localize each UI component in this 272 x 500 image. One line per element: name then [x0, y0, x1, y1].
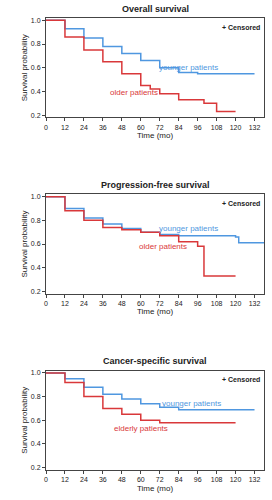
svg-text:Survival probability: Survival probability: [20, 210, 29, 277]
svg-text:0.2: 0.2: [31, 464, 41, 471]
svg-text:108: 108: [211, 300, 223, 307]
svg-text:Overall survival: Overall survival: [122, 4, 189, 14]
svg-text:0.2: 0.2: [31, 288, 41, 295]
svg-text:Time (mo): Time (mo): [137, 307, 173, 316]
svg-text:120: 120: [230, 476, 242, 483]
svg-text:+ Censored: + Censored: [222, 376, 260, 383]
svg-text:84: 84: [175, 476, 183, 483]
svg-text:Time (mo): Time (mo): [137, 131, 173, 140]
svg-text:0.8: 0.8: [31, 217, 41, 224]
svg-text:0.8: 0.8: [31, 40, 41, 47]
svg-text:72: 72: [156, 476, 164, 483]
svg-text:96: 96: [194, 124, 202, 131]
svg-text:Progression-free survival: Progression-free survival: [101, 180, 210, 190]
svg-text:elderly patients: elderly patients: [114, 424, 168, 433]
svg-text:0.2: 0.2: [31, 112, 41, 119]
svg-text:12: 12: [61, 124, 69, 131]
svg-text:36: 36: [99, 476, 107, 483]
svg-text:Time (mo): Time (mo): [137, 484, 173, 493]
svg-text:12: 12: [61, 300, 69, 307]
svg-text:12: 12: [61, 476, 69, 483]
svg-text:24: 24: [80, 124, 88, 131]
svg-text:younger patients: younger patients: [162, 399, 221, 408]
svg-text:72: 72: [156, 300, 164, 307]
svg-text:24: 24: [80, 476, 88, 483]
svg-text:48: 48: [118, 476, 126, 483]
svg-text:120: 120: [230, 124, 242, 131]
svg-text:0.4: 0.4: [31, 440, 41, 447]
svg-text:0: 0: [44, 124, 48, 131]
svg-text:0.6: 0.6: [31, 417, 41, 424]
svg-text:+ Censored: + Censored: [222, 200, 260, 207]
svg-text:84: 84: [175, 124, 183, 131]
svg-text:Survival probability: Survival probability: [20, 34, 29, 101]
svg-text:36: 36: [99, 300, 107, 307]
svg-text:36: 36: [99, 124, 107, 131]
svg-text:1.0: 1.0: [31, 369, 41, 376]
svg-text:132: 132: [249, 300, 261, 307]
svg-text:0: 0: [44, 476, 48, 483]
svg-text:48: 48: [118, 300, 126, 307]
svg-text:0: 0: [44, 300, 48, 307]
svg-text:Survival probability: Survival probability: [20, 387, 29, 454]
svg-text:Cancer-specific survival: Cancer-specific survival: [103, 356, 207, 366]
svg-text:96: 96: [194, 476, 202, 483]
svg-text:0.4: 0.4: [31, 264, 41, 271]
svg-text:120: 120: [230, 300, 242, 307]
svg-text:older patients: older patients: [139, 242, 187, 251]
svg-text:84: 84: [175, 300, 183, 307]
svg-text:0.8: 0.8: [31, 393, 41, 400]
svg-text:younger patients: younger patients: [159, 224, 218, 233]
svg-text:108: 108: [211, 476, 223, 483]
svg-text:132: 132: [249, 476, 261, 483]
svg-text:1.0: 1.0: [31, 193, 41, 200]
svg-text:60: 60: [137, 124, 145, 131]
svg-text:younger patients: younger patients: [159, 63, 218, 72]
svg-text:60: 60: [137, 476, 145, 483]
svg-text:0.6: 0.6: [31, 240, 41, 247]
svg-text:96: 96: [194, 300, 202, 307]
svg-text:60: 60: [137, 300, 145, 307]
svg-text:72: 72: [156, 124, 164, 131]
svg-text:0.6: 0.6: [31, 64, 41, 71]
svg-text:48: 48: [118, 124, 126, 131]
svg-text:0.4: 0.4: [31, 88, 41, 95]
svg-text:132: 132: [249, 124, 261, 131]
svg-text:108: 108: [211, 124, 223, 131]
svg-text:+ Censored: + Censored: [222, 24, 260, 31]
svg-text:older patients: older patients: [110, 88, 158, 97]
svg-text:1.0: 1.0: [31, 17, 41, 24]
svg-text:24: 24: [80, 300, 88, 307]
